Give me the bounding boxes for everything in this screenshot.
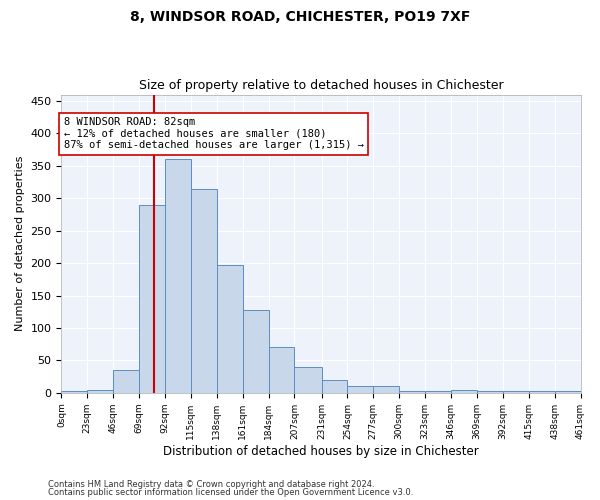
Bar (113, 370, 139, 393)
Bar (139, 205, 165, 393)
Bar (554, 391, 581, 393)
Bar (347, 386, 373, 393)
Bar (425, 391, 451, 393)
Title: Size of property relative to detached houses in Chichester: Size of property relative to detached ho… (139, 79, 503, 92)
Y-axis label: Number of detached properties: Number of detached properties (15, 156, 25, 332)
Bar (165, 160, 191, 393)
Bar (191, 188, 217, 393)
Bar (217, 265, 242, 393)
Bar (399, 391, 425, 393)
Bar (61, 391, 88, 393)
Text: 8 WINDSOR ROAD: 82sqm
← 12% of detached houses are smaller (180)
87% of semi-det: 8 WINDSOR ROAD: 82sqm ← 12% of detached … (64, 118, 364, 150)
Bar (88, 390, 113, 393)
Bar (295, 367, 322, 393)
Bar (529, 391, 554, 393)
Bar (373, 386, 399, 393)
Bar (242, 310, 269, 393)
Bar (269, 348, 295, 393)
Text: Contains HM Land Registry data © Crown copyright and database right 2024.: Contains HM Land Registry data © Crown c… (48, 480, 374, 489)
Bar (322, 380, 347, 393)
Bar (477, 391, 503, 393)
Text: 8, WINDSOR ROAD, CHICHESTER, PO19 7XF: 8, WINDSOR ROAD, CHICHESTER, PO19 7XF (130, 10, 470, 24)
Bar (503, 391, 529, 393)
X-axis label: Distribution of detached houses by size in Chichester: Distribution of detached houses by size … (163, 444, 479, 458)
Text: Contains public sector information licensed under the Open Government Licence v3: Contains public sector information licen… (48, 488, 413, 497)
Bar (451, 390, 477, 393)
